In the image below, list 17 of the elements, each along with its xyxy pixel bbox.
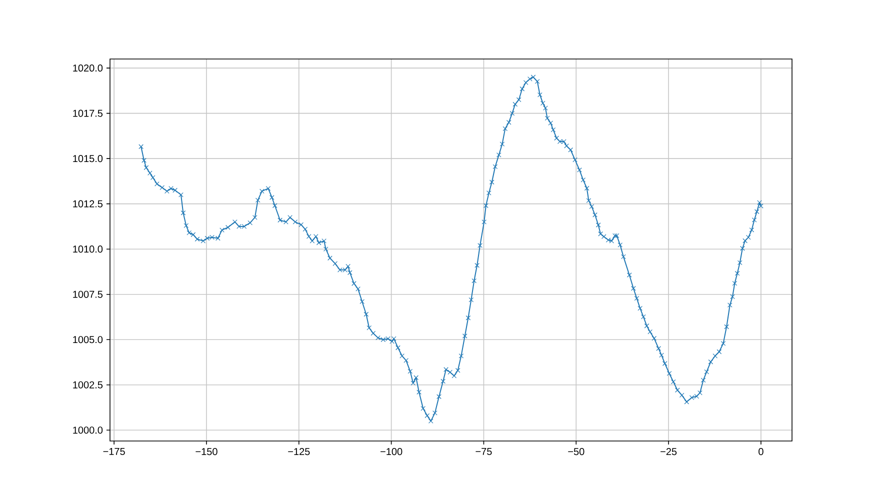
x-tick-label: −75 [476, 448, 492, 456]
y-tick-label: 1002.5 [73, 381, 103, 388]
y-tick-label: 1010.0 [73, 246, 103, 253]
y-tick-label: 1012.5 [73, 200, 103, 208]
x-tick-label: −100 [380, 448, 402, 456]
y-tick-label: 1015.0 [73, 155, 103, 162]
y-tick-label: 1017.5 [73, 110, 103, 117]
x-tick-label: −175 [103, 448, 125, 456]
y-tick-label: 1007.5 [73, 290, 103, 298]
x-tick-label: −50 [568, 448, 584, 456]
y-tick-label: 1000.0 [73, 426, 103, 434]
y-tick-label: 1020.0 [73, 64, 103, 72]
x-tick-label: −25 [660, 448, 677, 456]
x-tick-label: −125 [288, 448, 310, 456]
x-tick-label: 0 [758, 448, 764, 456]
x-tick-label: −150 [196, 448, 218, 456]
y-tick-label: 1005.0 [73, 336, 103, 344]
